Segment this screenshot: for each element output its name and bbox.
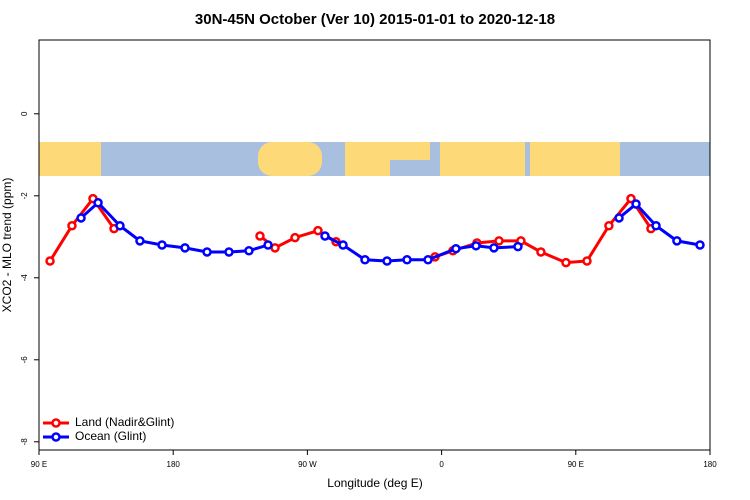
data-point [157, 240, 167, 250]
chart-title: 30N-45N October (Ver 10) 2015-01-01 to 2… [195, 11, 555, 28]
x-tick-label: 90 E [31, 460, 47, 469]
data-point [180, 243, 190, 253]
y-tick-label: -6 [20, 356, 29, 364]
data-point [672, 236, 682, 246]
plot-frame [38, 39, 711, 451]
x-tick-label: 180 [167, 460, 181, 469]
data-point [423, 255, 433, 265]
data-point [651, 220, 661, 231]
data-point [320, 231, 330, 241]
data-point [224, 247, 234, 257]
data-point [45, 256, 55, 266]
y-tick-label: -4 [20, 274, 29, 282]
data-point [202, 247, 212, 257]
data-point [313, 225, 323, 236]
data-point [255, 231, 265, 241]
data-point [561, 257, 571, 268]
data-point [614, 213, 624, 223]
legend-marker [51, 432, 61, 442]
data-point [244, 245, 254, 256]
data-point [135, 236, 145, 246]
data-point [626, 193, 636, 204]
data-point [402, 255, 412, 265]
legend-label: Ocean (Glint) [75, 429, 146, 443]
data-point [604, 220, 614, 231]
legend-marker [51, 418, 61, 428]
data-point [93, 198, 103, 208]
series-line [80, 200, 701, 263]
legend-label: Land (Nadir&Glint) [75, 415, 174, 429]
data-point [536, 247, 546, 257]
data-point [695, 240, 705, 250]
data-point [263, 240, 273, 250]
x-tick-label: 0 [439, 460, 444, 469]
series-line [48, 196, 653, 265]
data-point [494, 236, 504, 246]
data-point [360, 255, 370, 265]
y-tick-label: -8 [20, 438, 29, 446]
x-tick-label: 180 [703, 460, 717, 469]
data-point [338, 240, 348, 250]
data-point [471, 241, 481, 251]
data-point [115, 220, 125, 231]
y-tick-label: -2 [20, 192, 29, 200]
data-point [67, 220, 77, 231]
map-band [39, 142, 710, 176]
x-tick-label: 90 E [568, 460, 584, 469]
data-point [513, 241, 523, 252]
x-tick-label: 90 W [298, 460, 317, 469]
data-point [76, 213, 86, 223]
data-point [631, 199, 641, 209]
data-point [489, 243, 499, 253]
data-point [290, 232, 300, 243]
data-point [582, 256, 592, 266]
x-axis-label: Longitude (deg E) [327, 476, 422, 490]
data-point [382, 256, 392, 266]
y-axis-label: XCO2 - MLO trend (ppm) [0, 178, 14, 313]
data-point [451, 243, 461, 254]
y-tick-label: 0 [20, 111, 29, 116]
